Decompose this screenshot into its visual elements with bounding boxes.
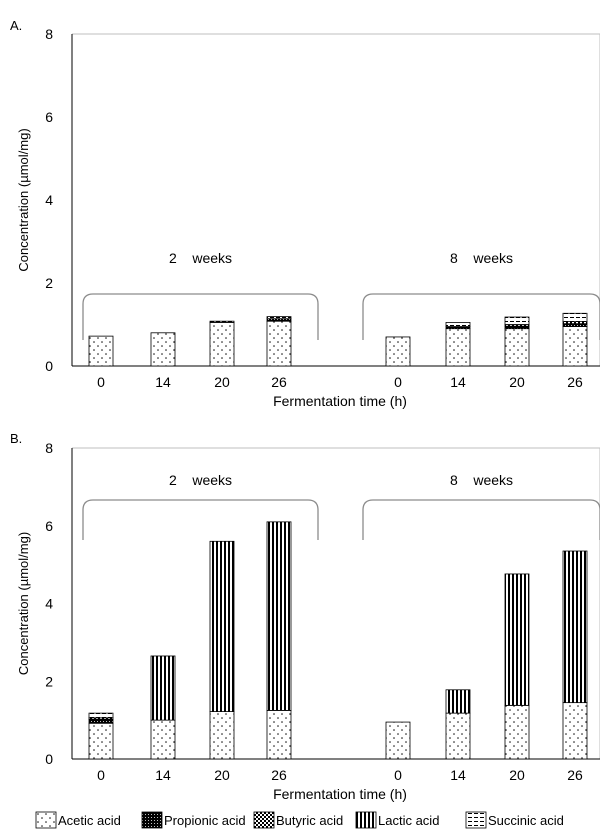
group-label: 8 weeks bbox=[450, 472, 513, 488]
bar-segment-propionic-acid bbox=[562, 323, 588, 327]
legend-label: Propionic acid bbox=[164, 813, 246, 828]
group-bracket bbox=[82, 499, 319, 540]
x-tick-label: 20 bbox=[509, 767, 525, 783]
legend-label: Succinic acid bbox=[488, 813, 564, 828]
bar-segment-acetic-acid bbox=[445, 328, 471, 367]
bar-segment-lactic-acid bbox=[266, 521, 292, 711]
chart-panel-2: B. 0 2 4 6 8 Concentration (µmol/mg) 2 weeks 8 w… bbox=[10, 431, 600, 802]
chart-panel-1: A. 0 2 4 6 8 Concentration (µmol/mg) 2 weeks 8 w… bbox=[10, 18, 600, 409]
group-bracket bbox=[82, 293, 319, 340]
legend-item: Succinic acid bbox=[465, 811, 564, 829]
legend-item: Butyric acid bbox=[253, 811, 343, 829]
x-tick-label: 26 bbox=[567, 374, 583, 390]
y-tick-label: 0 bbox=[45, 751, 53, 767]
y-tick-label: 8 bbox=[45, 440, 53, 456]
x-tick-label: 14 bbox=[155, 374, 171, 390]
legend-swatch bbox=[355, 811, 377, 829]
y-tick-label: 6 bbox=[45, 109, 53, 125]
bar-segment-acetic-acid bbox=[150, 332, 176, 367]
bar-segment-succinic-acid bbox=[266, 316, 292, 320]
legend-item: Acetic acid bbox=[35, 811, 121, 829]
x-tick-label: 14 bbox=[450, 374, 466, 390]
x-tick-label: 0 bbox=[97, 374, 105, 390]
bar-segment-lactic-acid bbox=[562, 550, 588, 704]
x-tick-label: 0 bbox=[97, 767, 105, 783]
legend-swatch bbox=[141, 811, 163, 829]
x-tick-label: 0 bbox=[394, 767, 402, 783]
y-tick-label: 0 bbox=[45, 358, 53, 374]
legend-item: Lactic acid bbox=[355, 811, 439, 829]
bar-segment-acetic-acid bbox=[88, 335, 114, 367]
legend: Acetic acid Propionic acid Butyric acid Lac… bbox=[35, 811, 564, 829]
bar-segment-acetic-acid bbox=[562, 702, 588, 760]
bar-segment-lactic-acid bbox=[209, 540, 235, 712]
bar-segment-succinic-acid bbox=[562, 312, 588, 322]
x-axis-label: Fermentation time (h) bbox=[273, 393, 407, 409]
bar-segment-propionic-acid bbox=[88, 718, 114, 724]
y-tick-label: 8 bbox=[45, 26, 53, 42]
legend-item: Propionic acid bbox=[141, 811, 246, 829]
bar-segment-acetic-acid bbox=[209, 322, 235, 367]
plot-frame bbox=[72, 33, 600, 366]
group-bracket bbox=[362, 293, 600, 340]
y-axis-label: Concentration (µmol/mg) bbox=[16, 128, 31, 271]
x-tick-label: 26 bbox=[271, 374, 287, 390]
bar-segment-succinic-acid bbox=[88, 712, 114, 719]
group-label: 2 weeks bbox=[169, 250, 232, 266]
group-bracket bbox=[362, 499, 600, 540]
legend-swatch bbox=[253, 811, 275, 829]
x-tick-label: 20 bbox=[509, 374, 525, 390]
group-label: 2 weeks bbox=[169, 472, 232, 488]
y-tick-label: 6 bbox=[45, 518, 53, 534]
bar-segment-lactic-acid bbox=[504, 573, 530, 706]
bar-segment-succinic-acid bbox=[209, 320, 235, 323]
y-axis-label: Concentration (µmol/mg) bbox=[16, 532, 31, 675]
panel-label: A. bbox=[10, 18, 22, 33]
bar-segment-acetic-acid bbox=[209, 711, 235, 760]
x-tick-label: 0 bbox=[394, 374, 402, 390]
y-tick-label: 2 bbox=[45, 673, 53, 689]
panel-label: B. bbox=[10, 431, 22, 446]
legend-label: Lactic acid bbox=[378, 813, 439, 828]
bar-segment-acetic-acid bbox=[562, 326, 588, 367]
bar-segment-acetic-acid bbox=[504, 328, 530, 367]
bar-segment-succinic-acid bbox=[445, 322, 471, 327]
x-tick-label: 26 bbox=[271, 767, 287, 783]
x-axis-label: Fermentation time (h) bbox=[273, 786, 407, 802]
y-tick-label: 2 bbox=[45, 275, 53, 291]
x-tick-label: 14 bbox=[155, 767, 171, 783]
x-tick-label: 26 bbox=[567, 767, 583, 783]
bar-segment-acetic-acid bbox=[150, 719, 176, 760]
bar-segment-acetic-acid bbox=[385, 721, 411, 760]
bar-segment-lactic-acid bbox=[150, 655, 176, 721]
bar-segment-acetic-acid bbox=[266, 710, 292, 760]
legend-swatch bbox=[465, 811, 487, 829]
legend-label: Acetic acid bbox=[58, 813, 121, 828]
y-tick-label: 4 bbox=[45, 192, 53, 208]
bar-segment-acetic-acid bbox=[504, 704, 530, 760]
bar-segment-acetic-acid bbox=[266, 320, 292, 367]
x-tick-label: 20 bbox=[214, 767, 230, 783]
y-tick-label: 4 bbox=[45, 596, 53, 612]
legend-swatch bbox=[35, 811, 57, 829]
bar-segment-succinic-acid bbox=[504, 316, 530, 325]
chart-panels: A. 0 2 4 6 8 Concentration (µmol/mg) 2 weeks 8 w… bbox=[10, 18, 600, 802]
bar-segment-acetic-acid bbox=[445, 712, 471, 760]
plot-frame bbox=[72, 447, 600, 759]
legend-label: Butyric acid bbox=[276, 813, 343, 828]
x-tick-label: 20 bbox=[214, 374, 230, 390]
bar-segment-acetic-acid bbox=[88, 722, 114, 760]
bar-segment-acetic-acid bbox=[385, 336, 411, 367]
x-tick-label: 14 bbox=[450, 767, 466, 783]
group-label: 8 weeks bbox=[450, 250, 513, 266]
bar-segment-lactic-acid bbox=[445, 689, 471, 714]
